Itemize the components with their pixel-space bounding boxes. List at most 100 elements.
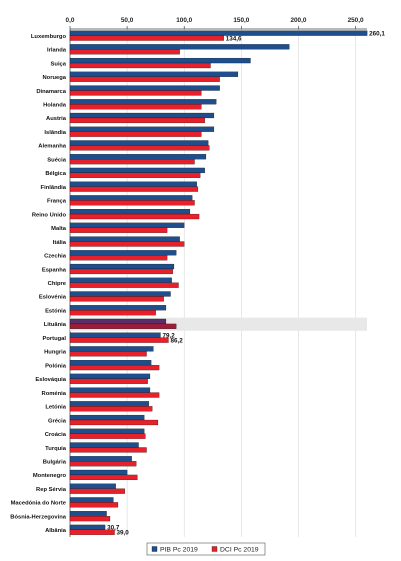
bar-pib [69, 401, 149, 407]
category-label: Roménia [42, 391, 67, 397]
bar-dci [69, 474, 138, 481]
bar-dci [69, 323, 177, 329]
category-label: Noruega [42, 75, 66, 81]
bar-pib [69, 167, 205, 174]
legend-swatch [211, 546, 218, 552]
bar-dci [69, 529, 115, 535]
category-label: Estónia [45, 308, 67, 314]
category-label: Polónia [45, 363, 67, 369]
category-label: Itália [53, 240, 67, 246]
bar-pib [69, 126, 215, 132]
category-label: Lituânia [44, 322, 67, 328]
legend-swatch [151, 546, 158, 552]
data-label: 134,6 [226, 35, 242, 42]
category-label: Malta [51, 226, 67, 232]
data-label: 39,0 [117, 530, 130, 537]
bar-pib [69, 428, 145, 434]
category-label: Dinamarca [36, 89, 66, 95]
bar-pib [69, 511, 107, 517]
category-label: Turquia [45, 446, 67, 452]
bar-dci [69, 145, 210, 151]
bar-dci [69, 35, 224, 41]
bar-pib [69, 181, 197, 187]
category-label: Alemanha [38, 144, 66, 150]
category-label: Luxemburgo [31, 34, 67, 40]
bar-dci [69, 406, 153, 412]
bar-pib [69, 442, 139, 448]
bar-pib [69, 456, 132, 462]
bar-dci [69, 337, 169, 343]
bar-dci [69, 172, 201, 178]
category-label: Irlanda [47, 48, 67, 54]
bar-dci [69, 227, 168, 233]
bar-pib [69, 346, 154, 352]
bar-pib [69, 277, 172, 283]
bar-pib [69, 360, 152, 366]
bar-dci [69, 433, 146, 439]
bar-dci [69, 447, 147, 453]
category-label: Eslovénia [39, 295, 67, 301]
bar-pib [69, 497, 114, 503]
category-label: Eslováquia [35, 377, 66, 383]
bar-pib [69, 195, 193, 201]
category-label: Portugal [42, 336, 66, 342]
bar-dci [69, 104, 202, 110]
category-label: Holanda [43, 103, 67, 109]
bar-dci [69, 461, 137, 467]
bar-pib [69, 154, 207, 160]
legend-label: DCI Pc 2019 [220, 546, 259, 553]
data-label: 79,2 [162, 332, 175, 339]
bar-pib [69, 71, 239, 77]
bar-pib [69, 305, 167, 311]
x-tick-label: 150,0 [233, 17, 249, 24]
bar-pib [69, 291, 171, 297]
bar-pib [69, 263, 175, 270]
category-label: Espanha [42, 267, 67, 273]
legend: PIB Pc 2019 DCI Pc 2019 [146, 542, 266, 556]
category-label: Suécia [47, 157, 66, 163]
category-label: Austria [46, 116, 67, 122]
bar-dci [69, 364, 160, 371]
legend-label: PIB Pc 2019 [160, 546, 198, 553]
bar-dci [69, 392, 160, 398]
x-tick-label: 50,0 [121, 17, 134, 24]
bar-dci [69, 117, 205, 124]
bar-dci [69, 200, 195, 206]
bar-pib [69, 140, 209, 146]
bar-pib [69, 469, 128, 476]
category-label: Bósnia-Herzegovina [10, 514, 67, 520]
bar-dci [69, 131, 202, 137]
bar-dci [69, 90, 202, 96]
data-labels: 260,1 134,6 79,286,2 30,739,0 [107, 30, 385, 536]
category-label: Rep Sérvia [36, 487, 67, 493]
x-tick-label: 100,0 [176, 17, 192, 24]
category-label: Czechia [44, 254, 67, 260]
bar-pib [69, 57, 251, 64]
category-label: Croácia [45, 432, 67, 438]
bar-dci [69, 241, 185, 247]
bar-dci [69, 419, 159, 426]
bar-pib [69, 373, 151, 379]
category-label: Finlândia [41, 185, 67, 191]
bar-pib [69, 209, 191, 215]
category-label: Albânia [45, 528, 67, 534]
bar-dci [69, 488, 125, 494]
category-label: Reino Unido [32, 212, 67, 218]
x-tick-label: 200,0 [290, 17, 306, 24]
bar-pib [69, 222, 185, 228]
bar-dci [69, 49, 180, 55]
category-label: Islândia [44, 130, 66, 136]
bar-pib [69, 387, 151, 393]
data-label: 260,1 [369, 30, 385, 37]
bar-dci [69, 255, 168, 261]
bar-pib [69, 99, 217, 105]
bar-dci [69, 502, 119, 508]
bar-dci [69, 76, 220, 82]
bar-pib [69, 318, 167, 325]
bar-dci [69, 310, 156, 316]
category-label: Bélgica [45, 171, 66, 177]
category-labels: Luxemburgo Irlanda Suiça Noruega Dinamarca Ho… [10, 34, 67, 534]
bar-dci [69, 213, 200, 220]
legend-box [146, 542, 266, 556]
category-label: Suiça [51, 61, 67, 67]
